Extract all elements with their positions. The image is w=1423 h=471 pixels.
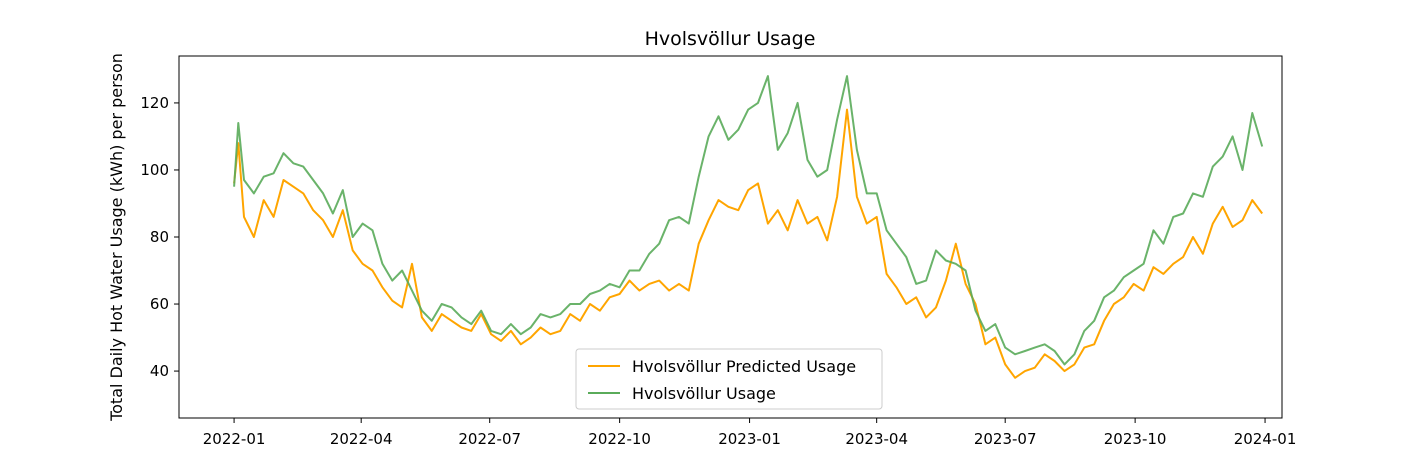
legend: Hvolsvöllur Predicted Usage Hvolsvöllur … <box>575 348 883 410</box>
y-tick-label: 80 <box>150 228 169 246</box>
x-tick-label: 2022-04 <box>330 430 393 448</box>
series-line-0 <box>233 108 1264 379</box>
x-tick-label: 2023-07 <box>974 430 1037 448</box>
series-layer <box>233 75 1264 379</box>
legend-label-usage: Hvolsvöllur Usage <box>632 384 776 403</box>
legend-label-predicted: Hvolsvöllur Predicted Usage <box>632 357 856 376</box>
x-axis: 2022-01 2022-04 2022-07 2022-10 2023-01 2023-… <box>203 418 1297 448</box>
y-tick-label: 120 <box>140 94 169 112</box>
x-tick-label: 2022-10 <box>588 430 651 448</box>
legend-box <box>575 348 883 410</box>
y-axis: 40 60 80 100 120 <box>140 94 179 380</box>
y-tick-label: 100 <box>140 161 169 179</box>
x-tick-label: 2022-07 <box>458 430 521 448</box>
y-tick-label: 40 <box>150 362 169 380</box>
x-tick-label: 2023-01 <box>718 430 781 448</box>
series-line-1 <box>233 75 1264 366</box>
x-tick-label: 2024-01 <box>1234 430 1297 448</box>
x-tick-label: 2022-01 <box>203 430 266 448</box>
x-tick-label: 2023-04 <box>845 430 908 448</box>
x-tick-label: 2023-10 <box>1104 430 1167 448</box>
chart-title: Hvolsvöllur Usage <box>645 28 816 50</box>
y-axis-label: Total Daily Hot Water Usage (kWh) per pe… <box>107 53 126 422</box>
y-tick-label: 60 <box>150 295 169 313</box>
